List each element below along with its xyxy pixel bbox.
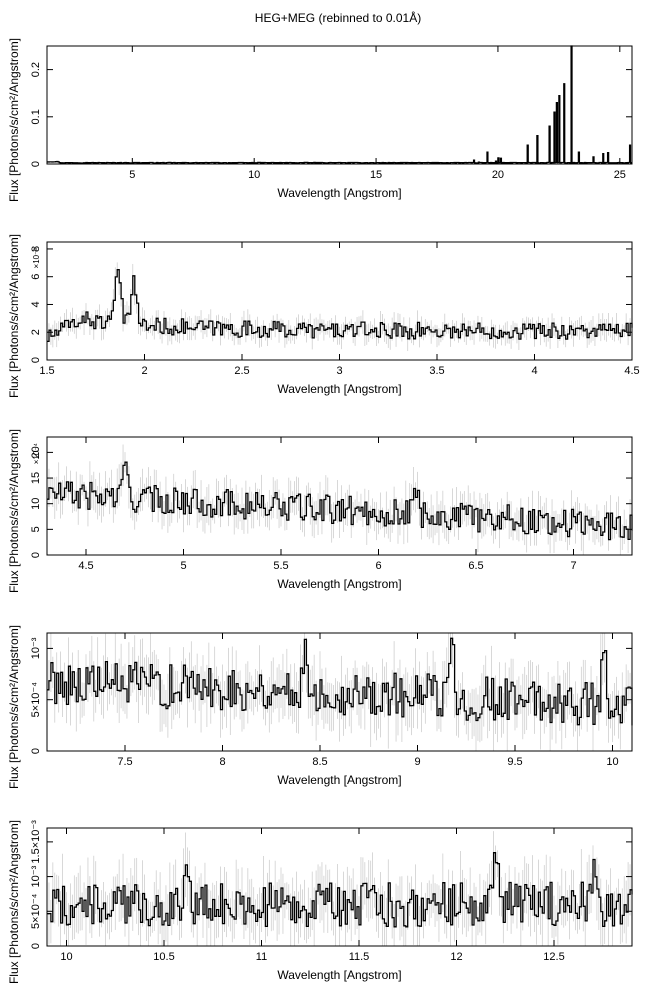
series-flux	[47, 45, 632, 164]
y-tick-label: 5×10⁻⁴	[30, 682, 42, 718]
plot-frame	[46, 632, 633, 752]
x-tick-label: 15	[370, 169, 382, 181]
x-tick-label: 5	[180, 560, 186, 572]
x-tick-label: 2	[141, 365, 147, 377]
chart-panel-2: 1.5 2 2.5 3 3.5 4 4.5 0 2 4 6 8×10⁻³ Wavelength [Ang…	[7, 234, 640, 398]
y-exponent-label: ×10⁻⁴	[32, 442, 41, 464]
y-tick-label: 0.1	[30, 109, 42, 124]
x-tick-label: 11	[256, 951, 267, 963]
y-tick-label: 0	[30, 357, 42, 363]
y-tick-label: 10	[30, 498, 42, 510]
y-tick-label: 10⁻³	[30, 637, 42, 659]
y-tick-label: 5	[30, 526, 42, 532]
x-tick-label: 12	[450, 951, 462, 963]
y-tick-label: 2	[30, 329, 42, 335]
x-tick-label: 5	[129, 169, 135, 181]
y-axis-label: Flux [Photons/s/cm²/Angstrom]	[7, 820, 21, 984]
x-tick-label: 8.5	[312, 756, 327, 768]
x-tick-label: 10	[60, 951, 72, 963]
y-tick-label: 5×10⁻⁴	[30, 893, 42, 929]
y-tick-label: 0	[30, 552, 42, 558]
error-bars	[46, 633, 633, 751]
series-flux	[47, 461, 633, 541]
y-axis-label: Flux [Photons/s/cm²/Angstrom]	[7, 38, 21, 202]
x-tick-label: 10	[248, 169, 260, 181]
x-tick-label: 10.5	[153, 951, 174, 963]
plot-frame	[46, 45, 633, 165]
x-tick-label: 9.5	[507, 756, 522, 768]
series-flux	[47, 852, 633, 928]
x-tick-label: 4	[531, 365, 537, 377]
x-axis-label: Wavelength [Angstrom]	[277, 577, 401, 591]
y-axis-label: Flux [Photons/s/cm²/Angstrom]	[7, 429, 21, 593]
x-axis-label: Wavelength [Angstrom]	[277, 968, 401, 982]
x-tick-label: 11.5	[349, 951, 370, 963]
x-tick-label: 10	[606, 756, 618, 768]
x-tick-label: 25	[614, 169, 626, 181]
error-bars	[46, 444, 633, 555]
x-tick-label: 4.5	[624, 365, 639, 377]
x-tick-label: 5.5	[273, 560, 288, 572]
plot-frame	[46, 827, 633, 947]
x-tick-label: 8	[219, 756, 225, 768]
x-axis-label: Wavelength [Angstrom]	[277, 382, 401, 396]
y-tick-label: 0.2	[30, 62, 42, 77]
y-axis-label: Flux [Photons/s/cm²/Angstrom]	[7, 625, 21, 789]
x-tick-label: 12.5	[543, 951, 564, 963]
x-tick-label: 1.5	[39, 365, 54, 377]
chart-panel-3: 4.5 5 5.5 6 6.5 7 0 5 10 15 20×10⁻⁴ Wavelength [Ang…	[7, 429, 633, 593]
chart-panel-4: 7.5 8 8.5 9 9.5 10 0 5×10⁻⁴ 10⁻³ Wavelength [Angs…	[7, 625, 633, 789]
x-tick-label: 3.5	[429, 365, 444, 377]
x-axis-label: Wavelength [Angstrom]	[277, 773, 401, 787]
y-tick-label: 0	[30, 943, 42, 949]
x-tick-label: 7	[570, 560, 576, 572]
y-exponent-label: ×10⁻³	[32, 248, 41, 269]
x-tick-label: 2.5	[234, 365, 249, 377]
x-tick-label: 9	[414, 756, 420, 768]
x-tick-label: 4.5	[78, 560, 93, 572]
y-tick-label: 0	[30, 748, 42, 754]
x-tick-label: 6	[375, 560, 381, 572]
plot-frame	[46, 436, 633, 556]
chart-panel-5: 10 10.5 11 11.5 12 12.5 0 5×10⁻⁴ 10⁻³1.5×10⁻³ Wav…	[7, 820, 633, 984]
y-tick-label: 6	[30, 274, 42, 280]
y-tick-label: 4	[30, 301, 42, 307]
y-tick-label: 0	[30, 161, 42, 167]
x-axis-label: Wavelength [Angstrom]	[277, 186, 401, 200]
y-axis-label: Flux [Photons/s/cm²/Angstrom]	[7, 234, 21, 398]
x-tick-label: 20	[492, 169, 504, 181]
y-tick-label: 20	[30, 446, 42, 458]
figure-title: HEG+MEG (rebinned to 0.01Å)	[255, 10, 421, 25]
y-tick-label: 1.5×10⁻³	[30, 820, 42, 864]
chart-panel-1: 5 10 15 20 25 0 0.1 0.2 Wavelength [Angstrom] Flu…	[7, 38, 633, 202]
series-flux	[47, 637, 633, 726]
y-tick-label: 15	[30, 472, 42, 484]
series-flux	[47, 269, 633, 343]
y-tick-label: 10⁻³	[30, 865, 42, 887]
x-tick-label: 7.5	[117, 756, 132, 768]
x-tick-label: 3	[336, 365, 342, 377]
x-tick-label: 6.5	[468, 560, 483, 572]
y-tick-label: 8	[30, 246, 42, 252]
